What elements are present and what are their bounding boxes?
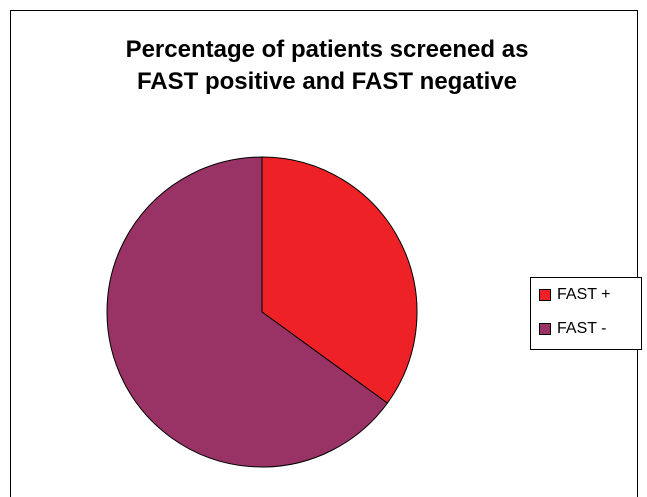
pie-slice [106, 156, 389, 468]
legend-label: FAST - [557, 320, 607, 337]
chart-border [10, 10, 638, 497]
chart-title: Percentage of patients screened as FAST … [125, 36, 529, 95]
pie-slice [261, 156, 418, 404]
legend-swatch [539, 289, 551, 301]
legend-label: FAST + [557, 286, 611, 303]
legend-swatch [539, 323, 551, 335]
